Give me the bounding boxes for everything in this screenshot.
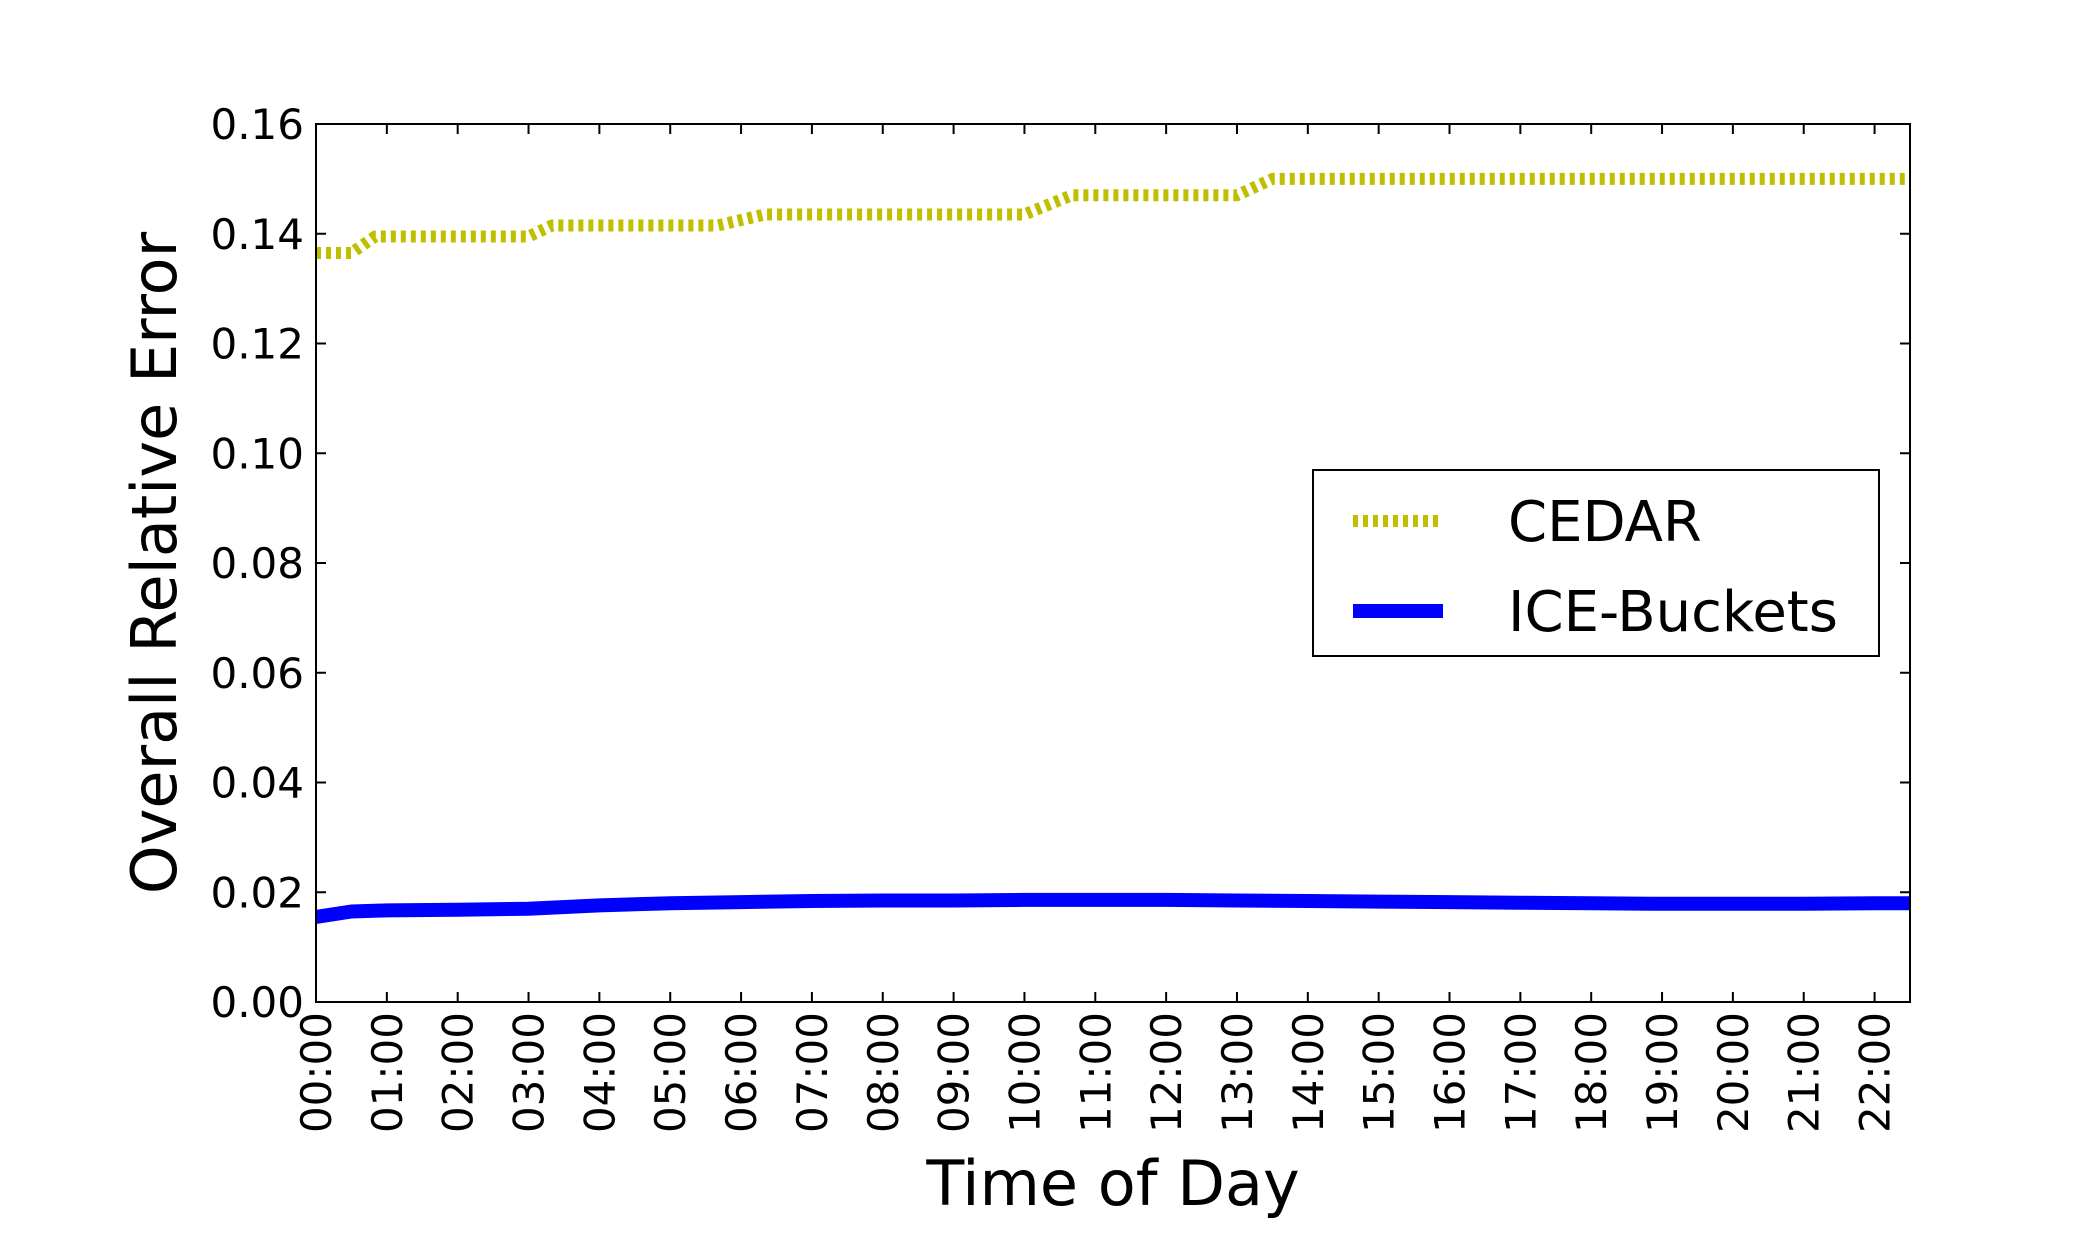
x-tick-label: 13:00 bbox=[1213, 1012, 1262, 1133]
x-axis-title: Time of Day bbox=[925, 1147, 1299, 1220]
axis-ticks: 0.00 0.02 0.04 0.06 0.08 0.10 0.12 0.14 0.16 00:0… bbox=[210, 100, 1910, 1133]
x-tick-label: 17:00 bbox=[1496, 1012, 1545, 1133]
x-tick-label: 21:00 bbox=[1780, 1012, 1829, 1133]
x-tick-label: 20:00 bbox=[1709, 1012, 1758, 1133]
x-tick-label: 09:00 bbox=[930, 1012, 979, 1133]
legend: CEDAR ICE-Buckets bbox=[1312, 469, 1880, 657]
y-tick-label: 0.16 bbox=[210, 100, 304, 149]
y-axis-title: Overall Relative Error bbox=[118, 231, 191, 894]
y-tick-label: 0.00 bbox=[210, 978, 304, 1027]
legend-box bbox=[1312, 469, 1880, 657]
legend-label: ICE-Buckets bbox=[1508, 580, 1838, 645]
x-tick-label: 10:00 bbox=[1000, 1012, 1049, 1133]
x-tick-label: 07:00 bbox=[788, 1012, 837, 1133]
y-tick-label: 0.06 bbox=[210, 649, 304, 698]
x-tick-label: 16:00 bbox=[1426, 1012, 1475, 1133]
y-tick-label: 0.04 bbox=[210, 759, 304, 808]
x-tick-label: 05:00 bbox=[646, 1012, 695, 1133]
y-tick-label: 0.02 bbox=[210, 868, 304, 917]
x-tick-label: 06:00 bbox=[717, 1012, 766, 1133]
x-tick-label: 22:00 bbox=[1851, 1012, 1900, 1133]
legend-label: CEDAR bbox=[1508, 490, 1702, 555]
x-tick-label: 12:00 bbox=[1142, 1012, 1191, 1133]
y-tick-label: 0.10 bbox=[210, 429, 304, 478]
x-tick-label: 14:00 bbox=[1284, 1012, 1333, 1133]
x-tick-label: 19:00 bbox=[1638, 1012, 1687, 1133]
x-tick-label: 15:00 bbox=[1355, 1012, 1404, 1133]
x-tick-label: 08:00 bbox=[859, 1012, 908, 1133]
x-tick-label: 18:00 bbox=[1567, 1012, 1616, 1133]
plot-marks bbox=[314, 172, 1910, 924]
x-tick-label: 03:00 bbox=[505, 1012, 554, 1133]
series-line-ice-buckets bbox=[314, 892, 1910, 924]
x-tick-label: 04:00 bbox=[575, 1012, 624, 1133]
x-tick-label: 02:00 bbox=[434, 1012, 483, 1133]
series-line-cedar bbox=[316, 172, 1910, 259]
y-tick-label: 0.12 bbox=[210, 320, 304, 369]
x-tick-label: 00:00 bbox=[292, 1012, 341, 1133]
y-tick-label: 0.08 bbox=[210, 539, 304, 588]
x-tick-label: 11:00 bbox=[1071, 1012, 1120, 1133]
x-tick-label: 01:00 bbox=[363, 1012, 412, 1133]
y-tick-label: 0.14 bbox=[210, 210, 304, 259]
